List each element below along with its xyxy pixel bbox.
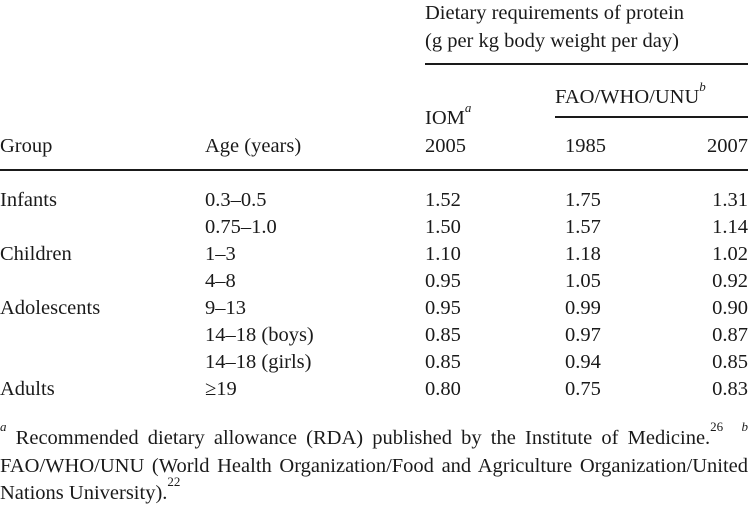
spanner-unit: (g per kg body weight per day)	[425, 30, 679, 52]
table-row: 14–18 (girls) 0.85 0.94 0.85	[0, 350, 748, 374]
cell-fao-1985: 1.57	[565, 216, 601, 238]
cell-iom-2005: 0.85	[425, 351, 461, 373]
cell-iom-2005: 0.80	[425, 378, 461, 400]
footnote-b-ref: 22	[167, 474, 181, 489]
table-row: 0.75–1.0 1.50 1.57 1.14	[0, 215, 748, 239]
cell-fao-2007: 0.85	[712, 351, 748, 373]
cell-fao-1985: 0.97	[565, 324, 601, 346]
table-row: Infants 0.3–0.5 1.52 1.75 1.31	[0, 188, 748, 212]
cell-iom-2005: 0.95	[425, 297, 461, 319]
footnote-b-mark: b	[741, 419, 748, 434]
cell-age: ≥19	[205, 378, 237, 400]
cell-age: 9–13	[205, 297, 246, 319]
fao-heading: FAO/WHO/UNUb	[555, 80, 706, 109]
footnote-a-text: Recommended dietary allowance (RDA) publ…	[15, 427, 711, 449]
col-header-iom-2005: 2005	[425, 135, 466, 157]
cell-fao-2007: 0.90	[712, 297, 748, 319]
cell-fao-1985: 1.18	[565, 243, 601, 265]
iom-heading: IOMa	[425, 101, 471, 130]
fao-rule	[555, 116, 748, 118]
col-header-fao-2007: 2007	[707, 135, 748, 157]
spanner-rule	[425, 63, 748, 65]
cell-group: Adults	[0, 378, 55, 400]
fao-label: FAO/WHO/UNU	[555, 86, 700, 108]
table-row: Children 1–3 1.10 1.18 1.02	[0, 242, 748, 266]
cell-fao-2007: 1.14	[712, 216, 748, 238]
cell-fao-1985: 0.99	[565, 297, 601, 319]
cell-iom-2005: 1.50	[425, 216, 461, 238]
cell-fao-1985: 0.94	[565, 351, 601, 373]
cell-fao-2007: 1.31	[712, 189, 748, 211]
cell-age: 0.3–0.5	[205, 189, 267, 211]
iom-label: IOM	[425, 107, 465, 129]
cell-fao-2007: 1.02	[712, 243, 748, 265]
table-footnotes: a Recommended dietary allowance (RDA) pu…	[0, 420, 748, 508]
cell-age: 14–18 (girls)	[205, 351, 312, 373]
cell-iom-2005: 1.52	[425, 189, 461, 211]
cell-age: 4–8	[205, 270, 236, 292]
footnote-b-text: FAO/WHO/UNU (World Health Organization/F…	[0, 454, 748, 505]
cell-fao-1985: 1.75	[565, 189, 601, 211]
table-row: 14–18 (boys) 0.85 0.97 0.87	[0, 323, 748, 347]
header-rule	[0, 169, 748, 171]
spanner-heading: Dietary requirements of protein	[425, 2, 685, 24]
footnote-mark-a: a	[464, 100, 472, 115]
cell-age: 14–18 (boys)	[205, 324, 314, 346]
cell-fao-1985: 0.75	[565, 378, 601, 400]
col-header-group: Group	[0, 135, 53, 157]
cell-fao-2007: 0.83	[712, 378, 748, 400]
table-row: Adults ≥19 0.80 0.75 0.83	[0, 377, 748, 401]
table-row: 4–8 0.95 1.05 0.92	[0, 269, 748, 293]
cell-fao-2007: 0.87	[712, 324, 748, 346]
column-headers: Group Age (years) 2005 1985 2007	[0, 134, 748, 158]
cell-group: Adolescents	[0, 297, 101, 319]
cell-group: Infants	[0, 189, 57, 211]
table-row: Adolescents 9–13 0.95 0.99 0.90	[0, 296, 748, 320]
cell-fao-1985: 1.05	[565, 270, 601, 292]
cell-iom-2005: 0.95	[425, 270, 461, 292]
col-header-fao-1985: 1985	[565, 135, 606, 157]
cell-group: Children	[0, 243, 72, 265]
cell-iom-2005: 1.10	[425, 243, 461, 265]
footnote-a-mark: a	[0, 419, 7, 434]
cell-iom-2005: 0.85	[425, 324, 461, 346]
col-header-age: Age (years)	[205, 135, 302, 157]
footnote-a-ref: 26	[710, 419, 724, 434]
cell-age: 1–3	[205, 243, 236, 265]
cell-fao-2007: 0.92	[712, 270, 748, 292]
cell-age: 0.75–1.0	[205, 216, 277, 238]
footnote-mark-b: b	[699, 79, 706, 94]
